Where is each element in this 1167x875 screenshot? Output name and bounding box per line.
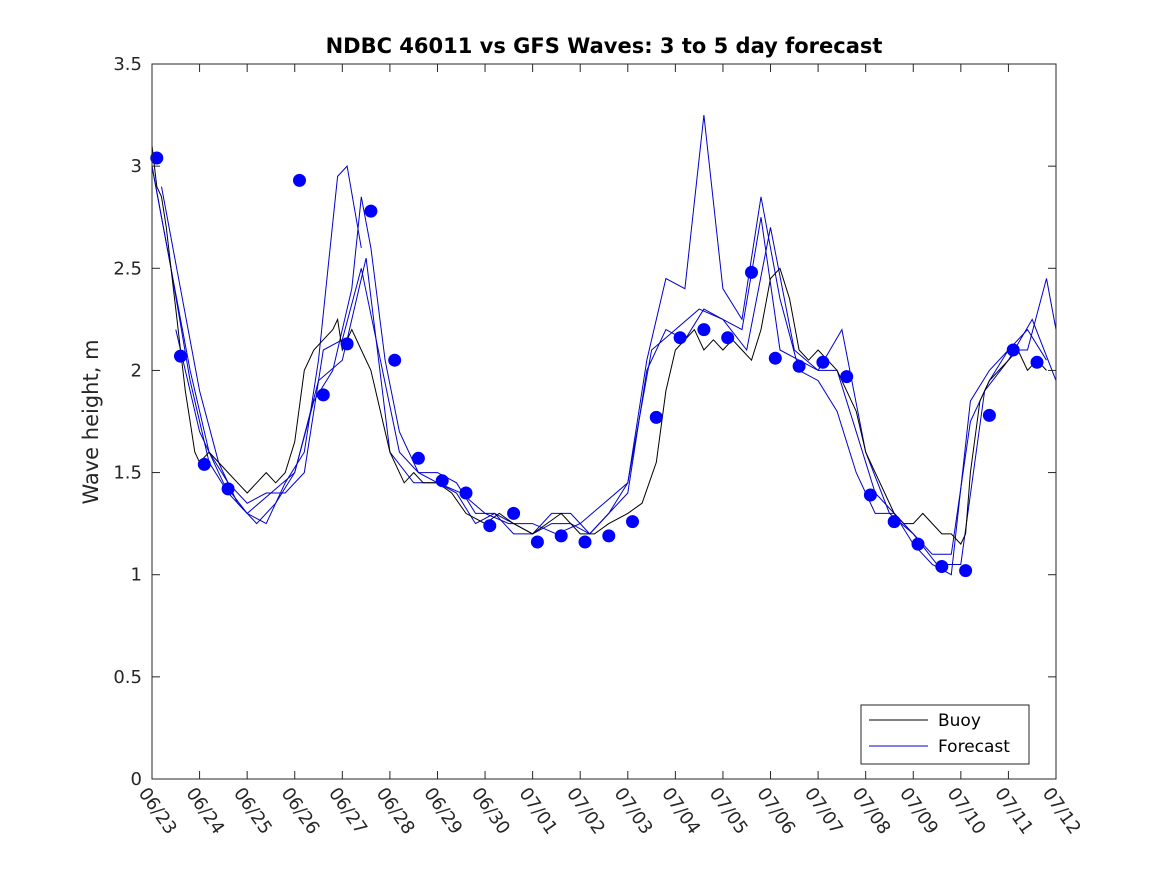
forecast-point [887, 515, 901, 529]
forecast-point [1006, 343, 1020, 357]
forecast-point [863, 488, 877, 502]
plot-area [150, 115, 1057, 578]
forecast-point [911, 537, 925, 551]
x-tick-label: 07/08 [848, 784, 895, 839]
forecast-point [649, 410, 663, 424]
forecast-point [197, 457, 211, 471]
legend: Buoy Forecast [860, 704, 1030, 765]
plot-frame [151, 63, 1057, 780]
forecast-run-line-0 [151, 165, 362, 525]
x-tick-label: 07/01 [515, 784, 562, 839]
x-tick-label: 06/24 [182, 784, 229, 839]
forecast-point [293, 173, 306, 187]
forecast-point [697, 323, 711, 337]
forecast-point [221, 482, 235, 496]
y-tick-label: 0.5 [113, 667, 142, 688]
forecast-point [626, 515, 639, 529]
x-tick-label: 07/09 [895, 784, 942, 839]
y-tick-label: 3.5 [113, 54, 142, 75]
forecast-point [388, 353, 402, 367]
forecast-point [1030, 355, 1044, 369]
x-tick-label: 07/07 [800, 784, 847, 839]
x-tick-label: 07/10 [943, 784, 990, 839]
x-tick-label: 06/30 [467, 784, 514, 839]
y-tick-label: 2 [131, 360, 142, 381]
y-axis: 0 0.5 1 1.5 2 2.5 3 3.5 [113, 54, 1056, 790]
y-tick-label: 1 [131, 565, 142, 586]
forecast-point [507, 506, 521, 520]
y-axis-label: Wave height, m [79, 339, 103, 504]
forecast-point [459, 486, 473, 500]
forecast-point [578, 535, 592, 549]
forecast-run-line-2 [175, 227, 1057, 565]
forecast-point [602, 529, 616, 543]
x-tick-label: 06/28 [372, 784, 419, 839]
forecast-point [768, 351, 782, 365]
buoy-series-line [151, 145, 1047, 545]
legend-forecast-label: Forecast [938, 737, 1010, 757]
forecast-point [959, 564, 973, 578]
forecast-point [150, 151, 164, 165]
x-tick-label: 06/26 [277, 784, 324, 839]
x-tick-label: 07/02 [562, 784, 609, 839]
y-tick-label: 1.5 [113, 463, 142, 484]
forecast-point [721, 331, 735, 345]
x-tick-label: 07/05 [705, 784, 752, 839]
x-tick-label: 06/23 [134, 784, 181, 839]
x-tick-label: 06/29 [419, 784, 466, 839]
forecast-point [411, 451, 425, 465]
forecast-point [530, 535, 544, 549]
x-tick-label: 07/06 [752, 784, 799, 839]
legend-buoy-label: Buoy [938, 711, 981, 731]
series-layer [151, 115, 1057, 576]
forecast-point [840, 370, 854, 384]
x-tick-label: 07/03 [610, 784, 657, 839]
forecast-point [673, 331, 687, 345]
forecast-point [816, 355, 830, 369]
x-tick-label: 07/11 [990, 784, 1037, 839]
forecast-point [316, 388, 330, 402]
x-tick-label: 06/25 [229, 784, 276, 839]
forecast-series-line [151, 166, 1047, 555]
x-tick-label: 07/12 [1038, 784, 1085, 839]
forecast-point [792, 359, 806, 373]
forecast-point [554, 529, 568, 543]
forecast-point [982, 408, 996, 422]
forecast-point [364, 204, 378, 218]
legend-box [860, 704, 1030, 765]
forecast-point [340, 337, 354, 351]
forecast-point [174, 349, 187, 363]
marker-layer [150, 151, 1044, 578]
y-tick-label: 3 [131, 156, 142, 177]
y-tick-label: 0 [131, 769, 142, 790]
x-tick-label: 06/27 [324, 784, 371, 839]
chart-title: NDBC 46011 vs GFS Waves: 3 to 5 day fore… [326, 34, 883, 58]
forecast-point [435, 474, 449, 488]
forecast-point [745, 265, 758, 279]
x-tick-label: 07/04 [657, 784, 704, 839]
y-tick-label: 2.5 [113, 258, 142, 279]
forecast-point [483, 519, 497, 533]
forecast-point [935, 560, 949, 573]
